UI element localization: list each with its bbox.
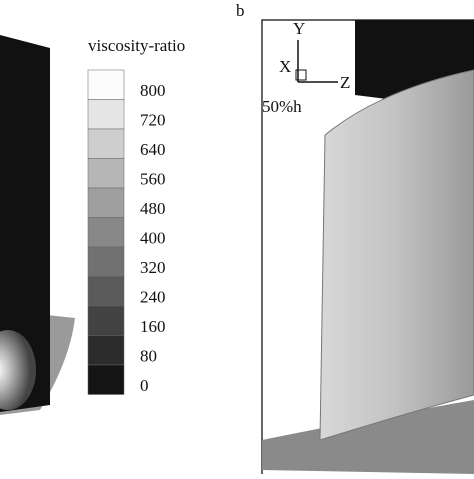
legend-swatch xyxy=(87,305,125,336)
panel-b: b Y X Z 50%h xyxy=(236,1,474,479)
span-label: 50%h xyxy=(262,97,302,116)
legend-swatch xyxy=(87,158,125,189)
legend-label: 320 xyxy=(140,258,166,277)
panel-label: b xyxy=(236,1,245,20)
legend-label: 240 xyxy=(140,288,166,307)
legend-label: 400 xyxy=(140,229,166,248)
legend-label: 720 xyxy=(140,111,166,130)
legend-swatch xyxy=(87,246,125,277)
legend-swatch xyxy=(87,364,125,395)
blade-surface xyxy=(319,69,474,441)
legend-swatch xyxy=(87,69,125,100)
legend-swatch xyxy=(87,217,125,248)
legend-label: 0 xyxy=(140,376,149,395)
legend-label: 560 xyxy=(140,170,166,189)
legend-swatch xyxy=(87,276,125,307)
axis-label: X xyxy=(279,57,291,76)
legend-title: viscosity-ratio xyxy=(88,36,185,55)
axis-triad xyxy=(295,40,338,83)
axis-label: Y xyxy=(293,19,305,38)
legend-swatch xyxy=(87,128,125,159)
legend-swatch xyxy=(87,335,125,366)
legend-label: 160 xyxy=(140,317,166,336)
panel-a: viscosity-ratio 800720640560480400320240… xyxy=(0,35,185,415)
hub-floor xyxy=(262,400,474,474)
axis-label: Z xyxy=(340,73,350,92)
legend-label: 480 xyxy=(140,199,166,218)
contour-spot xyxy=(0,330,36,410)
legend-label: 80 xyxy=(140,347,157,366)
blade-dark xyxy=(0,35,50,412)
legend-label: 800 xyxy=(140,81,166,100)
legend-swatch xyxy=(87,187,125,218)
legend-swatch xyxy=(87,99,125,130)
legend-label: 640 xyxy=(140,140,166,159)
